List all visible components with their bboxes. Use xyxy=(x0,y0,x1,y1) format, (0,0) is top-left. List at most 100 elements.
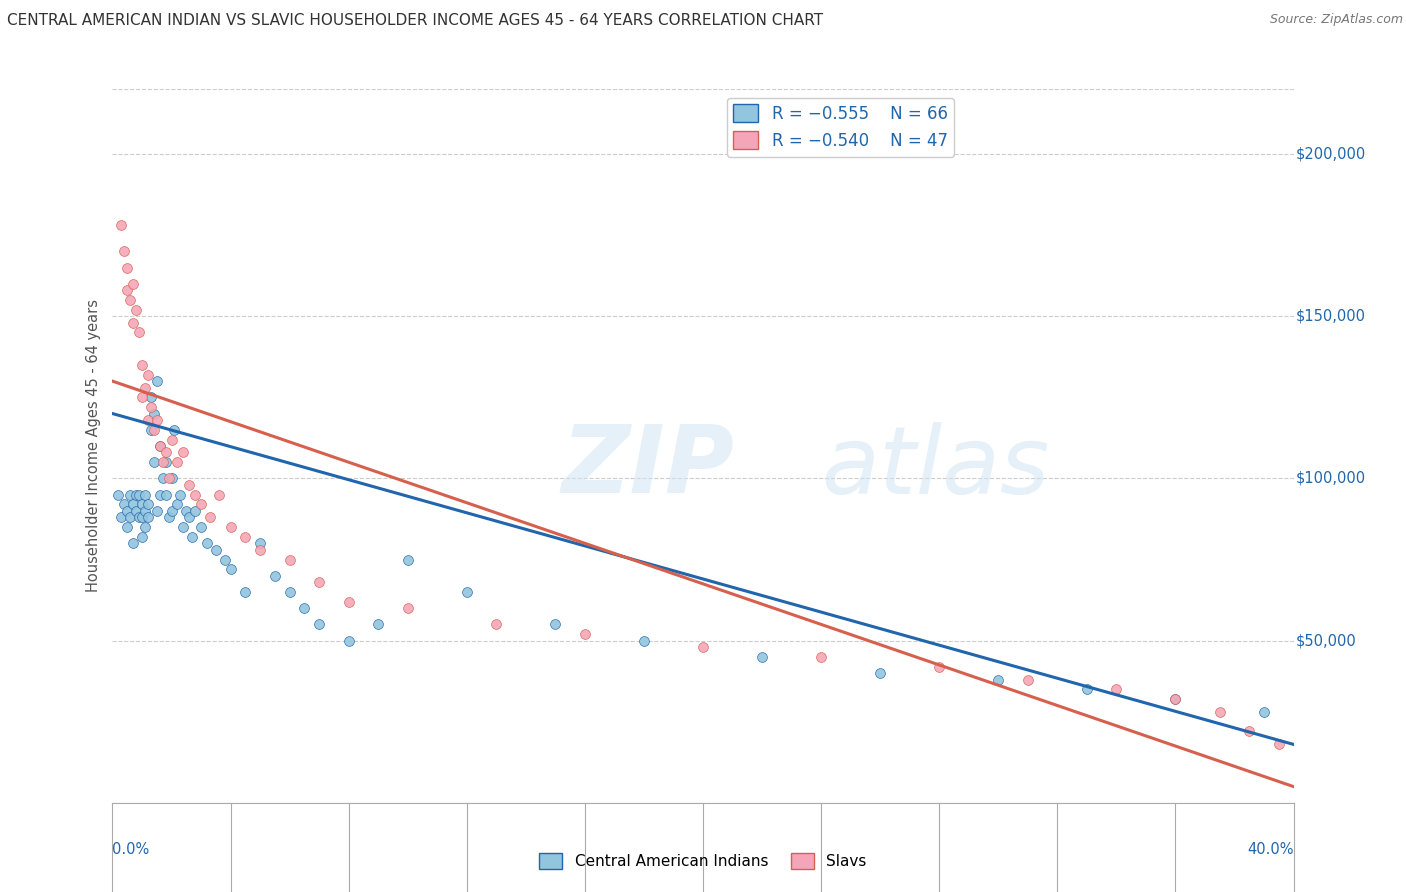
Point xyxy=(172,445,194,459)
Point xyxy=(1253,705,1275,719)
Text: CENTRAL AMERICAN INDIAN VS SLAVIC HOUSEHOLDER INCOME AGES 45 - 64 YEARS CORRELAT: CENTRAL AMERICAN INDIAN VS SLAVIC HOUSEH… xyxy=(7,13,823,29)
Point xyxy=(179,510,201,524)
Point xyxy=(633,633,655,648)
Text: $100,000: $100,000 xyxy=(1296,471,1367,486)
Point xyxy=(249,542,271,557)
Point xyxy=(149,439,172,453)
Point xyxy=(184,504,207,518)
Point xyxy=(292,601,315,615)
Point xyxy=(112,497,135,511)
Text: atlas: atlas xyxy=(821,422,1049,513)
Point xyxy=(1076,682,1098,697)
Point xyxy=(249,536,271,550)
Point xyxy=(1017,673,1039,687)
Point xyxy=(128,326,150,340)
Point xyxy=(337,633,360,648)
Text: 40.0%: 40.0% xyxy=(1247,842,1294,857)
Point xyxy=(160,471,183,485)
Point xyxy=(120,488,142,502)
Point xyxy=(184,488,207,502)
Y-axis label: Householder Income Ages 45 - 64 years: Householder Income Ages 45 - 64 years xyxy=(86,300,101,592)
Text: $150,000: $150,000 xyxy=(1296,309,1365,324)
Point xyxy=(1208,705,1232,719)
Point xyxy=(485,617,508,632)
Point xyxy=(112,244,135,259)
Point xyxy=(1164,692,1187,706)
Point xyxy=(190,497,212,511)
Point xyxy=(122,277,145,291)
Point xyxy=(142,455,165,469)
Point xyxy=(155,455,177,469)
Point xyxy=(155,488,177,502)
Point xyxy=(1268,738,1291,752)
Point xyxy=(136,368,159,382)
Point xyxy=(149,488,172,502)
Point xyxy=(131,530,153,544)
Point xyxy=(146,413,169,427)
Point xyxy=(219,562,242,576)
Text: $50,000: $50,000 xyxy=(1296,633,1357,648)
Point xyxy=(233,585,256,599)
Point xyxy=(139,400,162,414)
Point xyxy=(208,488,231,502)
Text: Source: ZipAtlas.com: Source: ZipAtlas.com xyxy=(1270,13,1403,27)
Point xyxy=(146,504,169,518)
Point xyxy=(166,497,188,511)
Point xyxy=(131,358,153,372)
Point xyxy=(120,293,142,307)
Point xyxy=(181,530,204,544)
Point xyxy=(278,552,301,566)
Point xyxy=(160,433,183,447)
Point xyxy=(155,445,177,459)
Point xyxy=(308,617,330,632)
Point xyxy=(142,407,165,421)
Point xyxy=(198,510,221,524)
Point xyxy=(136,510,159,524)
Point xyxy=(131,390,153,404)
Point xyxy=(149,439,172,453)
Point xyxy=(117,260,138,275)
Point xyxy=(987,673,1010,687)
Legend: Central American Indians, Slavs: Central American Indians, Slavs xyxy=(533,847,873,875)
Text: $200,000: $200,000 xyxy=(1296,146,1367,161)
Point xyxy=(205,542,228,557)
Legend: R = −0.555    N = 66, R = −0.540    N = 47: R = −0.555 N = 66, R = −0.540 N = 47 xyxy=(727,97,955,156)
Point xyxy=(160,504,183,518)
Point xyxy=(157,510,180,524)
Point xyxy=(219,520,242,534)
Text: ZIP: ZIP xyxy=(561,421,734,514)
Point xyxy=(131,510,153,524)
Point xyxy=(122,316,145,330)
Point xyxy=(1164,692,1187,706)
Point xyxy=(125,488,148,502)
Point xyxy=(810,649,832,664)
Point xyxy=(136,497,159,511)
Point xyxy=(134,381,156,395)
Point xyxy=(367,617,389,632)
Point xyxy=(1105,682,1128,697)
Point xyxy=(117,520,138,534)
Point xyxy=(110,219,132,233)
Point xyxy=(396,552,419,566)
Point xyxy=(125,504,148,518)
Point xyxy=(139,390,162,404)
Point xyxy=(125,302,148,317)
Point xyxy=(308,575,330,590)
Point xyxy=(128,510,150,524)
Point xyxy=(544,617,567,632)
Point xyxy=(152,471,174,485)
Point xyxy=(214,552,236,566)
Point xyxy=(107,488,129,502)
Point xyxy=(163,423,186,437)
Point xyxy=(337,595,360,609)
Point xyxy=(117,504,138,518)
Point xyxy=(751,649,773,664)
Point xyxy=(136,413,159,427)
Point xyxy=(157,471,180,485)
Point xyxy=(169,488,191,502)
Point xyxy=(110,510,132,524)
Point xyxy=(146,374,169,388)
Point xyxy=(869,666,891,681)
Point xyxy=(190,520,212,534)
Point xyxy=(142,423,165,437)
